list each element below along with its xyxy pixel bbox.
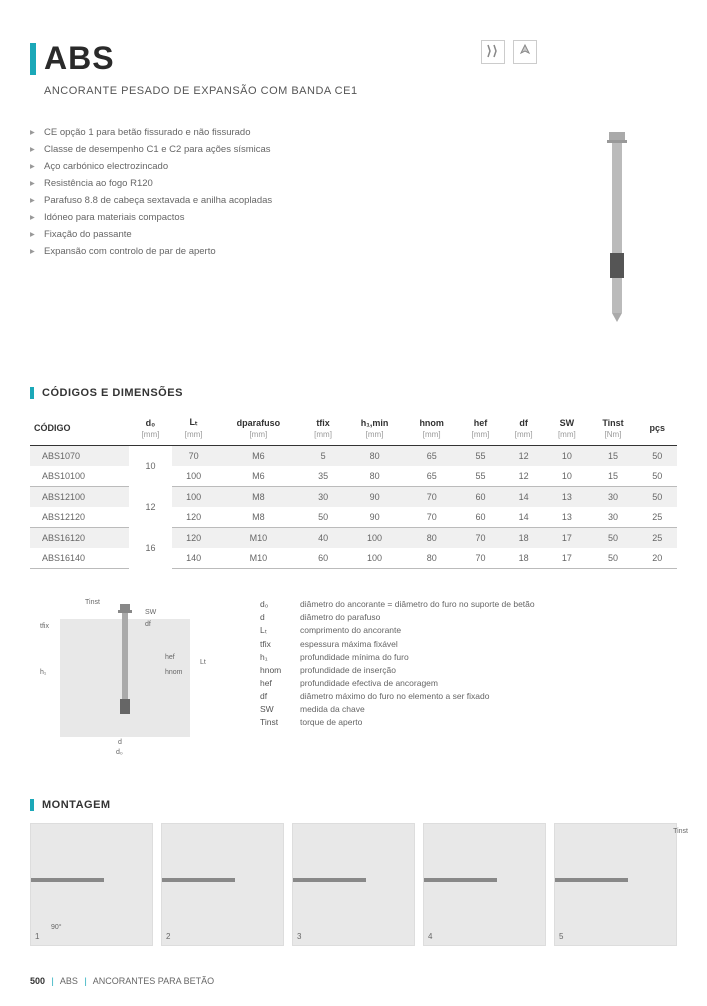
- accent-bar: [30, 43, 36, 75]
- product-image: [557, 127, 677, 327]
- table-header: df[mm]: [502, 411, 545, 446]
- legend-item: Tinsttorque de aperto: [260, 717, 677, 727]
- table-header: hef[mm]: [459, 411, 502, 446]
- table-header: pçs: [638, 411, 677, 446]
- assembly-steps: 190°2345Tinst: [30, 823, 677, 946]
- legend-item: d₀diâmetro do ancorante = diâmetro do fu…: [260, 599, 677, 609]
- table-row: ABS16140140M1060100807018175020: [30, 548, 677, 569]
- feature-item: Fixação do passante: [30, 229, 517, 240]
- table-header: Tinst[Nm]: [588, 411, 637, 446]
- table-header: Lₜ[mm]: [172, 411, 215, 446]
- table-row: ABS1210012100M83090706014133050: [30, 487, 677, 508]
- table-row: ABS10701070M6580655512101550: [30, 446, 677, 467]
- anchor-diagram: Tinst tfix h₁ SW df hef hnom Lt d d₀: [30, 599, 230, 759]
- assembly-step: 4: [423, 823, 546, 946]
- legend-item: ddiâmetro do parafuso: [260, 612, 677, 622]
- page-footer: 500 | ABS | ANCORANTES PARA BETÃO: [30, 976, 677, 986]
- legend-item: SWmedida da chave: [260, 704, 677, 714]
- legend-item: hefprofundidade efectiva de ancoragem: [260, 678, 677, 688]
- feature-item: Parafuso 8.8 de cabeça sextavada e anilh…: [30, 195, 517, 206]
- legend-item: dfdiâmetro máximo do furo no elemento a …: [260, 691, 677, 701]
- section-accent: [30, 387, 34, 399]
- table-header: h₁,min[mm]: [345, 411, 405, 446]
- dimensions-table: CÓDIGOd₀[mm]Lₜ[mm]dparafuso[mm]tfix[mm]h…: [30, 411, 677, 569]
- table-row: ABS10100100M63580655512101550: [30, 466, 677, 487]
- table-header: d₀[mm]: [129, 411, 172, 446]
- feature-item: Idóneo para materiais compactos: [30, 212, 517, 223]
- assembly-step: 190°: [30, 823, 153, 946]
- expansion-icon: [513, 40, 537, 64]
- table-header: tfix[mm]: [301, 411, 344, 446]
- legend-item: h₁profundidade mínima do furo: [260, 652, 677, 662]
- section-codes-title: CÓDIGOS E DIMENSÕES: [42, 387, 183, 399]
- assembly-step: 3: [292, 823, 415, 946]
- legend: d₀diâmetro do ancorante = diâmetro do fu…: [260, 599, 677, 759]
- legend-item: tfixespessura máxima fixável: [260, 639, 677, 649]
- feature-item: Classe de desempenho C1 e C2 para ações …: [30, 144, 517, 155]
- feature-item: Aço carbónico electrozincado: [30, 161, 517, 172]
- page-title: ABS: [44, 40, 115, 77]
- assembly-step: 2: [161, 823, 284, 946]
- table-row: ABS1612016120M1040100807018175025: [30, 528, 677, 549]
- table-row: ABS12120120M85090706014133025: [30, 507, 677, 528]
- feature-item: Resistência ao fogo R120: [30, 178, 517, 189]
- feature-item: Expansão com controlo de par de aperto: [30, 246, 517, 257]
- crack-icon: [481, 40, 505, 64]
- assembly-step: 5Tinst: [554, 823, 677, 946]
- section-montage-title: MONTAGEM: [42, 799, 111, 811]
- table-header: CÓDIGO: [30, 411, 129, 446]
- table-header: dparafuso[mm]: [215, 411, 301, 446]
- section-accent: [30, 799, 34, 811]
- feature-list: CE opção 1 para betão fissurado e não fi…: [30, 127, 517, 327]
- legend-item: hnomprofundidade de inserção: [260, 665, 677, 675]
- subtitle: ANCORANTE PESADO DE EXPANSÃO COM BANDA C…: [44, 85, 677, 97]
- legend-item: Lₜcomprimento do ancorante: [260, 625, 677, 636]
- table-header: SW[mm]: [545, 411, 588, 446]
- feature-item: CE opção 1 para betão fissurado e não fi…: [30, 127, 517, 138]
- table-header: hnom[mm]: [404, 411, 458, 446]
